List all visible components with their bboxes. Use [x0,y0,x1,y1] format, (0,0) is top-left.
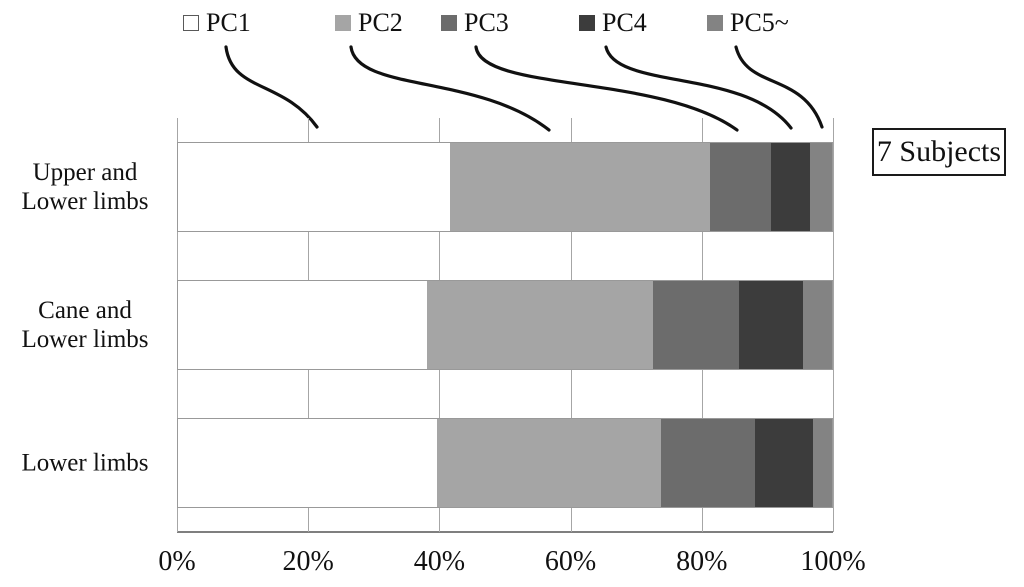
subjects-annotation-text: 7 Subjects [876,135,1002,168]
legend-label: PC2 [358,8,403,37]
legend-swatch-icon [707,15,723,31]
legend-item-pc5: PC5~ [707,10,789,36]
x-tick-label: 60% [544,546,597,577]
bar-row [177,142,833,232]
x-axis-line [177,531,833,533]
category-label: Lower limbs [0,449,170,478]
category-label-line: Lower limbs [21,449,149,477]
legend-label: PC4 [602,8,647,37]
legend-label: PC5~ [730,8,789,37]
bar-segment-pc3 [652,281,740,369]
bar-segment-pc1 [178,143,451,231]
bar-row [177,418,833,508]
legend-item-pc2: PC2 [335,10,403,36]
legend-label: PC1 [206,8,251,37]
bar-segment-pc2 [436,419,661,507]
x-tick-label: 100% [800,546,866,577]
bar-segment-pc3 [660,419,756,507]
bar-segment-pc2 [426,281,653,369]
bar-segment-pc1 [178,419,437,507]
category-label: Cane and Lower limbs [0,296,170,354]
bar-segment-pc5 [809,143,832,231]
leader-line-pc5 [734,45,824,129]
legend-item-pc1: PC1 [183,10,251,36]
bar-segment-pc3 [710,143,772,231]
legend-swatch-icon [441,15,457,31]
leader-line-pc1 [224,45,319,129]
legend-label: PC3 [464,8,509,37]
bar-segment-pc5 [813,419,832,507]
bar-segment-pc4 [739,281,804,369]
plot-area [177,118,834,533]
bar-row [177,280,833,370]
bar-segment-pc5 [803,281,832,369]
x-tick-label: 0% [158,546,196,577]
bar-segment-pc4 [755,419,813,507]
category-label-line: Lower limbs [21,326,149,353]
legend-swatch-icon [183,15,199,31]
bar-segment-pc2 [450,143,711,231]
legend-swatch-icon [335,15,351,31]
category-label-line: Lower limbs [21,188,149,215]
legend-item-pc4: PC4 [579,10,647,36]
x-tick-label: 20% [282,546,334,577]
gridline-100% [833,118,834,532]
bar-segment-pc4 [771,143,810,231]
category-label-line: Upper and [32,159,138,186]
subjects-annotation-box: 7 Subjects [872,128,1006,176]
legend-swatch-icon [579,15,595,31]
bar-segment-pc1 [178,281,427,369]
category-label: Upper and Lower limbs [0,158,170,216]
category-label-line: Cane and [38,297,132,324]
x-tick-label: 40% [413,546,466,577]
leader-line-pc4 [604,45,793,130]
legend-item-pc3: PC3 [441,10,509,36]
x-tick-label: 80% [676,546,728,577]
